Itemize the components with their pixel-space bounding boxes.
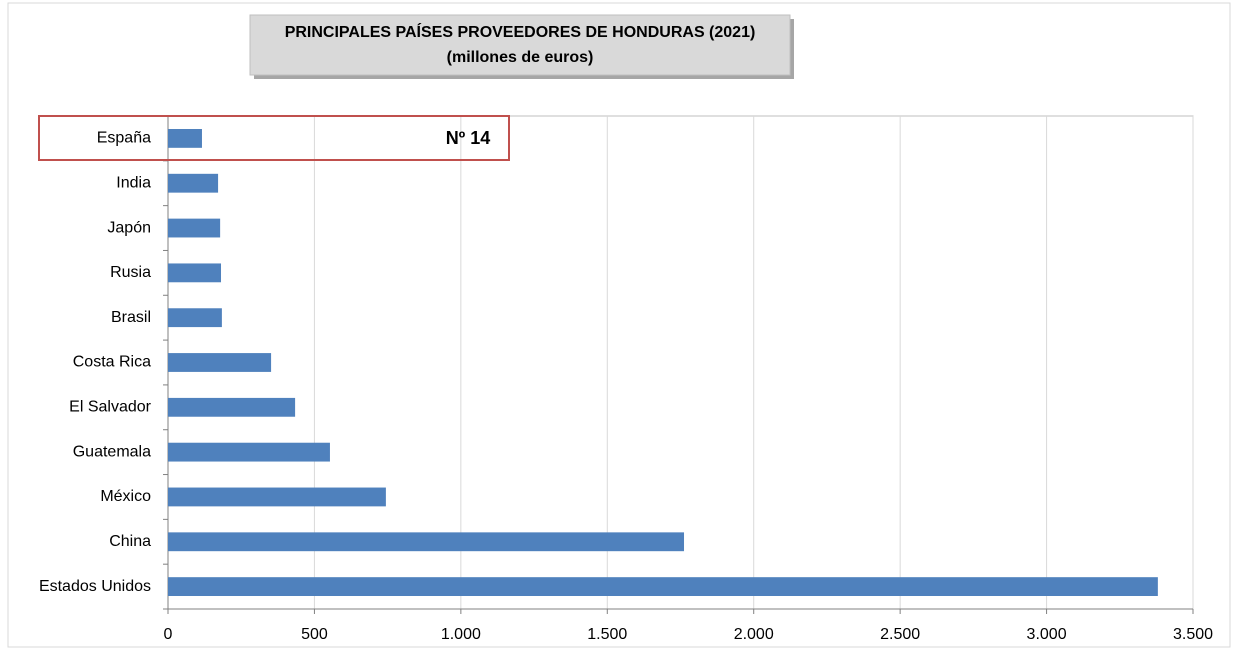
highlight-box [38, 115, 510, 161]
bar [168, 353, 272, 372]
bar [168, 577, 1158, 597]
y-tick-label: India [116, 174, 151, 191]
annotation: Nº 14 [446, 128, 491, 148]
title-box [249, 14, 791, 76]
plot: 0 500 1.000 1.500 2.000 2.500 3.000 3.500 España… [39, 115, 1213, 643]
x-tick-label: 3.500 [1173, 626, 1213, 643]
x-tick-label: 1.500 [587, 626, 627, 643]
y-tick-label: El Salvador [69, 399, 151, 416]
y-tick-label: Japón [107, 219, 151, 236]
x-tick-label: 3.000 [1027, 626, 1067, 643]
y-tick-label: Rusia [110, 264, 151, 281]
bar [168, 442, 330, 462]
bar [168, 263, 222, 283]
chart-border [7, 2, 1231, 648]
y-tick-label: Brasil [111, 309, 151, 326]
bar [168, 487, 386, 507]
y-tick-label: Costa Rica [73, 354, 151, 371]
y-tick-label: Guatemala [73, 443, 151, 460]
x-tick-label: 2.500 [880, 626, 920, 643]
chart-subtitle: (millones de euros) [447, 49, 594, 66]
bar [168, 173, 219, 193]
y-tick-label: España [97, 130, 151, 147]
bar [168, 218, 221, 238]
y-tick-label: México [100, 488, 151, 505]
chart-title: PRINCIPALES PAÍSES PROVEEDORES DE HONDUR… [285, 22, 756, 41]
bar [168, 128, 202, 148]
x-tick-label: 2.000 [734, 626, 774, 643]
bar [168, 308, 222, 328]
x-tick-label: 1.000 [441, 626, 481, 643]
y-tick-label: Estados Unidos [39, 578, 151, 595]
y-tick-label: China [109, 533, 151, 550]
x-tick-label: 500 [301, 626, 328, 643]
plot-area [167, 115, 1194, 610]
x-tick-label: 0 [164, 626, 173, 643]
bar [168, 397, 296, 417]
bar [168, 532, 685, 552]
